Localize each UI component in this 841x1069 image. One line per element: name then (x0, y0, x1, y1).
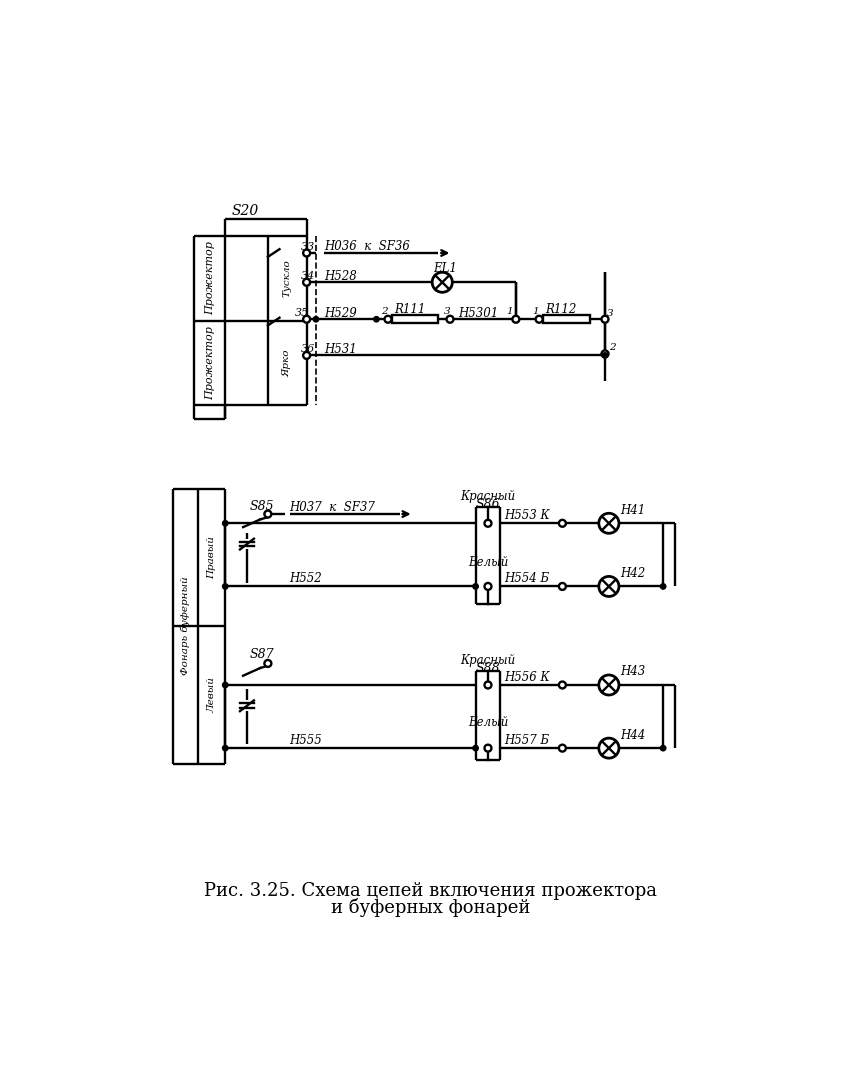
Circle shape (264, 511, 272, 517)
Text: Фонарь буферный: Фонарь буферный (181, 577, 190, 676)
Text: 1: 1 (506, 307, 513, 316)
Circle shape (559, 583, 566, 590)
Text: Н5301: Н5301 (458, 307, 498, 320)
Text: Н41: Н41 (621, 503, 646, 516)
Circle shape (601, 351, 609, 357)
Text: Красный: Красный (460, 654, 516, 667)
Circle shape (559, 745, 566, 752)
Circle shape (601, 315, 609, 323)
Text: 34: 34 (301, 272, 315, 281)
Text: 3: 3 (443, 307, 450, 316)
Text: Н528: Н528 (324, 269, 357, 282)
Text: Н557 Б: Н557 Б (505, 734, 549, 747)
Circle shape (473, 584, 479, 589)
Circle shape (559, 682, 566, 688)
Circle shape (484, 682, 491, 688)
Circle shape (599, 738, 619, 758)
Text: EL1: EL1 (433, 262, 457, 275)
Text: Н554 Б: Н554 Б (505, 572, 549, 585)
Text: S87: S87 (249, 648, 274, 661)
Text: 36: 36 (301, 344, 315, 354)
Circle shape (223, 682, 228, 687)
Text: Красный: Красный (460, 490, 516, 502)
Circle shape (599, 576, 619, 597)
Text: Ярко: Ярко (283, 350, 292, 377)
Circle shape (384, 315, 392, 323)
Circle shape (599, 675, 619, 695)
Circle shape (536, 315, 542, 323)
Text: 3: 3 (606, 309, 613, 317)
Bar (543, 315, 590, 324)
Text: S86: S86 (476, 497, 500, 511)
Text: S85: S85 (249, 500, 274, 513)
Text: Н552: Н552 (289, 572, 322, 585)
Text: 1: 1 (532, 307, 539, 316)
Text: Левый: Левый (207, 677, 216, 713)
Text: 2: 2 (609, 343, 616, 352)
Circle shape (223, 521, 228, 526)
Circle shape (660, 584, 666, 589)
Text: S88: S88 (476, 662, 500, 675)
Text: Прожектор: Прожектор (204, 242, 214, 315)
Circle shape (660, 745, 666, 750)
Text: S20: S20 (231, 204, 259, 218)
Circle shape (484, 583, 491, 590)
Text: Белый: Белый (468, 716, 508, 729)
Circle shape (303, 249, 310, 257)
Text: Н556 К: Н556 К (505, 670, 550, 684)
Text: 2: 2 (381, 307, 388, 316)
Text: 35: 35 (295, 308, 309, 319)
Circle shape (513, 316, 519, 322)
Text: Н555: Н555 (289, 734, 322, 747)
Text: Н036  к  SF36: Н036 к SF36 (324, 241, 410, 253)
Circle shape (484, 745, 491, 752)
Circle shape (432, 273, 452, 292)
Circle shape (303, 352, 310, 359)
Circle shape (447, 315, 453, 323)
Circle shape (313, 316, 319, 322)
Circle shape (602, 353, 608, 358)
Circle shape (559, 520, 566, 527)
Circle shape (303, 279, 310, 285)
Text: Правый: Правый (207, 537, 216, 579)
Text: Тускло: Тускло (283, 260, 292, 297)
Text: Белый: Белый (468, 556, 508, 569)
Text: R112: R112 (545, 303, 577, 315)
Text: Н553 К: Н553 К (505, 509, 550, 522)
Bar (392, 315, 438, 324)
Text: Н529: Н529 (324, 307, 357, 320)
Circle shape (473, 745, 479, 750)
Text: Рис. 3.25. Схема цепей включения прожектора: Рис. 3.25. Схема цепей включения прожект… (204, 882, 657, 900)
Circle shape (303, 315, 310, 323)
Text: Прожектор: Прожектор (204, 326, 214, 400)
Circle shape (484, 520, 491, 527)
Text: и буферных фонарей: и буферных фонарей (331, 898, 531, 917)
Text: Н42: Н42 (621, 567, 646, 579)
Circle shape (223, 584, 228, 589)
Text: 33: 33 (301, 242, 315, 252)
Text: Н531: Н531 (324, 343, 357, 356)
Circle shape (599, 513, 619, 533)
Circle shape (512, 315, 520, 323)
Text: R111: R111 (394, 303, 426, 315)
Circle shape (223, 745, 228, 750)
Circle shape (513, 316, 519, 322)
Text: Н44: Н44 (621, 729, 646, 742)
Circle shape (373, 316, 379, 322)
Text: Н43: Н43 (621, 665, 646, 679)
Text: Н037  к  SF37: Н037 к SF37 (289, 501, 375, 514)
Circle shape (264, 660, 272, 667)
